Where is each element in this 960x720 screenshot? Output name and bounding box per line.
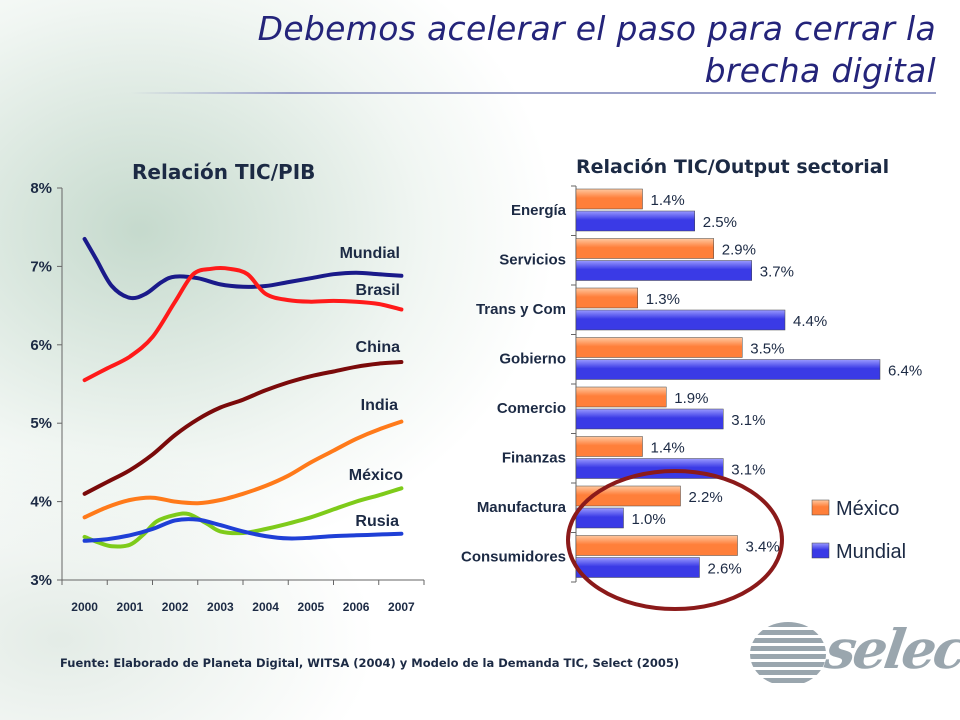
y-tick-label: 4% (30, 494, 52, 511)
category-label: Finanzas (502, 450, 566, 467)
bar-value-label: 1.4% (651, 192, 685, 209)
bar-value-label: 1.0% (632, 511, 666, 528)
bar-México (575, 436, 643, 457)
bar-Mundial (575, 458, 724, 479)
series-label: China (356, 339, 401, 356)
bar-Mundial (575, 507, 624, 529)
bar-Mundial (575, 359, 881, 380)
series-label: México (349, 467, 403, 484)
bar-value-label: 3.1% (731, 412, 765, 429)
bar-Mundial (575, 260, 752, 281)
series-line-Brasil (82, 266, 404, 383)
category-label: Comercio (497, 400, 566, 417)
x-tick-label: 2001 (117, 600, 144, 614)
x-tick-label: 2004 (252, 600, 279, 614)
bar-México (575, 287, 638, 309)
x-tick-label: 2002 (162, 600, 189, 614)
line-chart-title: Relación TIC/PIB (132, 160, 316, 184)
x-tick-label: 2003 (207, 600, 234, 614)
bar-value-label: 1.4% (651, 440, 685, 457)
slide-title: Debemos acelerar el paso para cerrar la … (257, 9, 936, 90)
category-label: Consumidores (461, 549, 566, 566)
bar-value-label: 3.1% (731, 462, 765, 479)
select-logo: select (748, 612, 960, 696)
logo-globe-icon (750, 622, 826, 683)
series-line-Rusia (82, 517, 404, 543)
legend-label: México (836, 498, 899, 520)
series-line-México (82, 486, 404, 549)
bar-value-label: 2.2% (689, 489, 723, 506)
bar-México (575, 535, 738, 556)
source-note: Fuente: Elaborado de Planeta Digital, WI… (60, 656, 680, 670)
logo-wordmark: select (821, 617, 960, 681)
x-tick-label: 2000 (71, 600, 98, 614)
category-label: Gobierno (499, 351, 566, 368)
bar-value-label: 1.9% (674, 390, 708, 407)
highlight-circle (566, 469, 784, 611)
bar-México (575, 238, 714, 259)
bar-México (575, 188, 643, 210)
bar-Mundial (575, 557, 700, 578)
x-tick-label: 2005 (298, 600, 325, 614)
y-tick-label: 6% (30, 337, 52, 354)
series-label: Mundial (340, 245, 400, 262)
bar-Mundial (575, 408, 724, 430)
legend-label: Mundial (836, 541, 906, 563)
title-block: Debemos acelerar el paso para cerrar la … (136, 8, 936, 92)
series-line-India (82, 419, 404, 520)
x-tick-label: 2006 (343, 600, 370, 614)
y-tick-label: 7% (30, 258, 52, 275)
category-label: Servicios (499, 252, 566, 269)
bar-México (575, 337, 743, 358)
category-label: Energía (511, 202, 567, 219)
bar-value-label: 3.4% (746, 539, 780, 556)
bar-Mundial (575, 309, 786, 331)
category-label: Trans y Com (476, 301, 566, 318)
y-tick-label: 3% (30, 572, 52, 589)
legend-swatch-México (811, 499, 830, 516)
bar-Mundial (575, 210, 695, 232)
series-label: India (361, 397, 398, 414)
series-label: Rusia (355, 513, 399, 530)
y-tick-label: 5% (30, 415, 52, 432)
bar-value-label: 2.9% (722, 242, 756, 259)
bar-value-label: 1.3% (646, 291, 680, 308)
category-label: Manufactura (477, 499, 567, 516)
bar-value-label: 6.4% (888, 363, 922, 380)
series-label: Brasil (356, 282, 400, 299)
y-tick-label: 8% (30, 180, 52, 197)
legend-swatch-Mundial (811, 542, 830, 559)
series-line-Mundial (82, 237, 404, 301)
bar-México (575, 386, 667, 408)
bar-value-label: 3.5% (750, 341, 784, 358)
title-underline (130, 92, 936, 94)
x-tick-label: 2007 (388, 600, 415, 614)
series-line-China (82, 360, 404, 496)
bar-value-label: 3.7% (760, 264, 794, 281)
bar-value-label: 4.4% (793, 313, 827, 330)
bar-value-label: 2.5% (703, 214, 737, 231)
bar-chart-title: Relación TIC/Output sectorial (576, 156, 890, 178)
bar-value-label: 2.6% (708, 561, 742, 578)
